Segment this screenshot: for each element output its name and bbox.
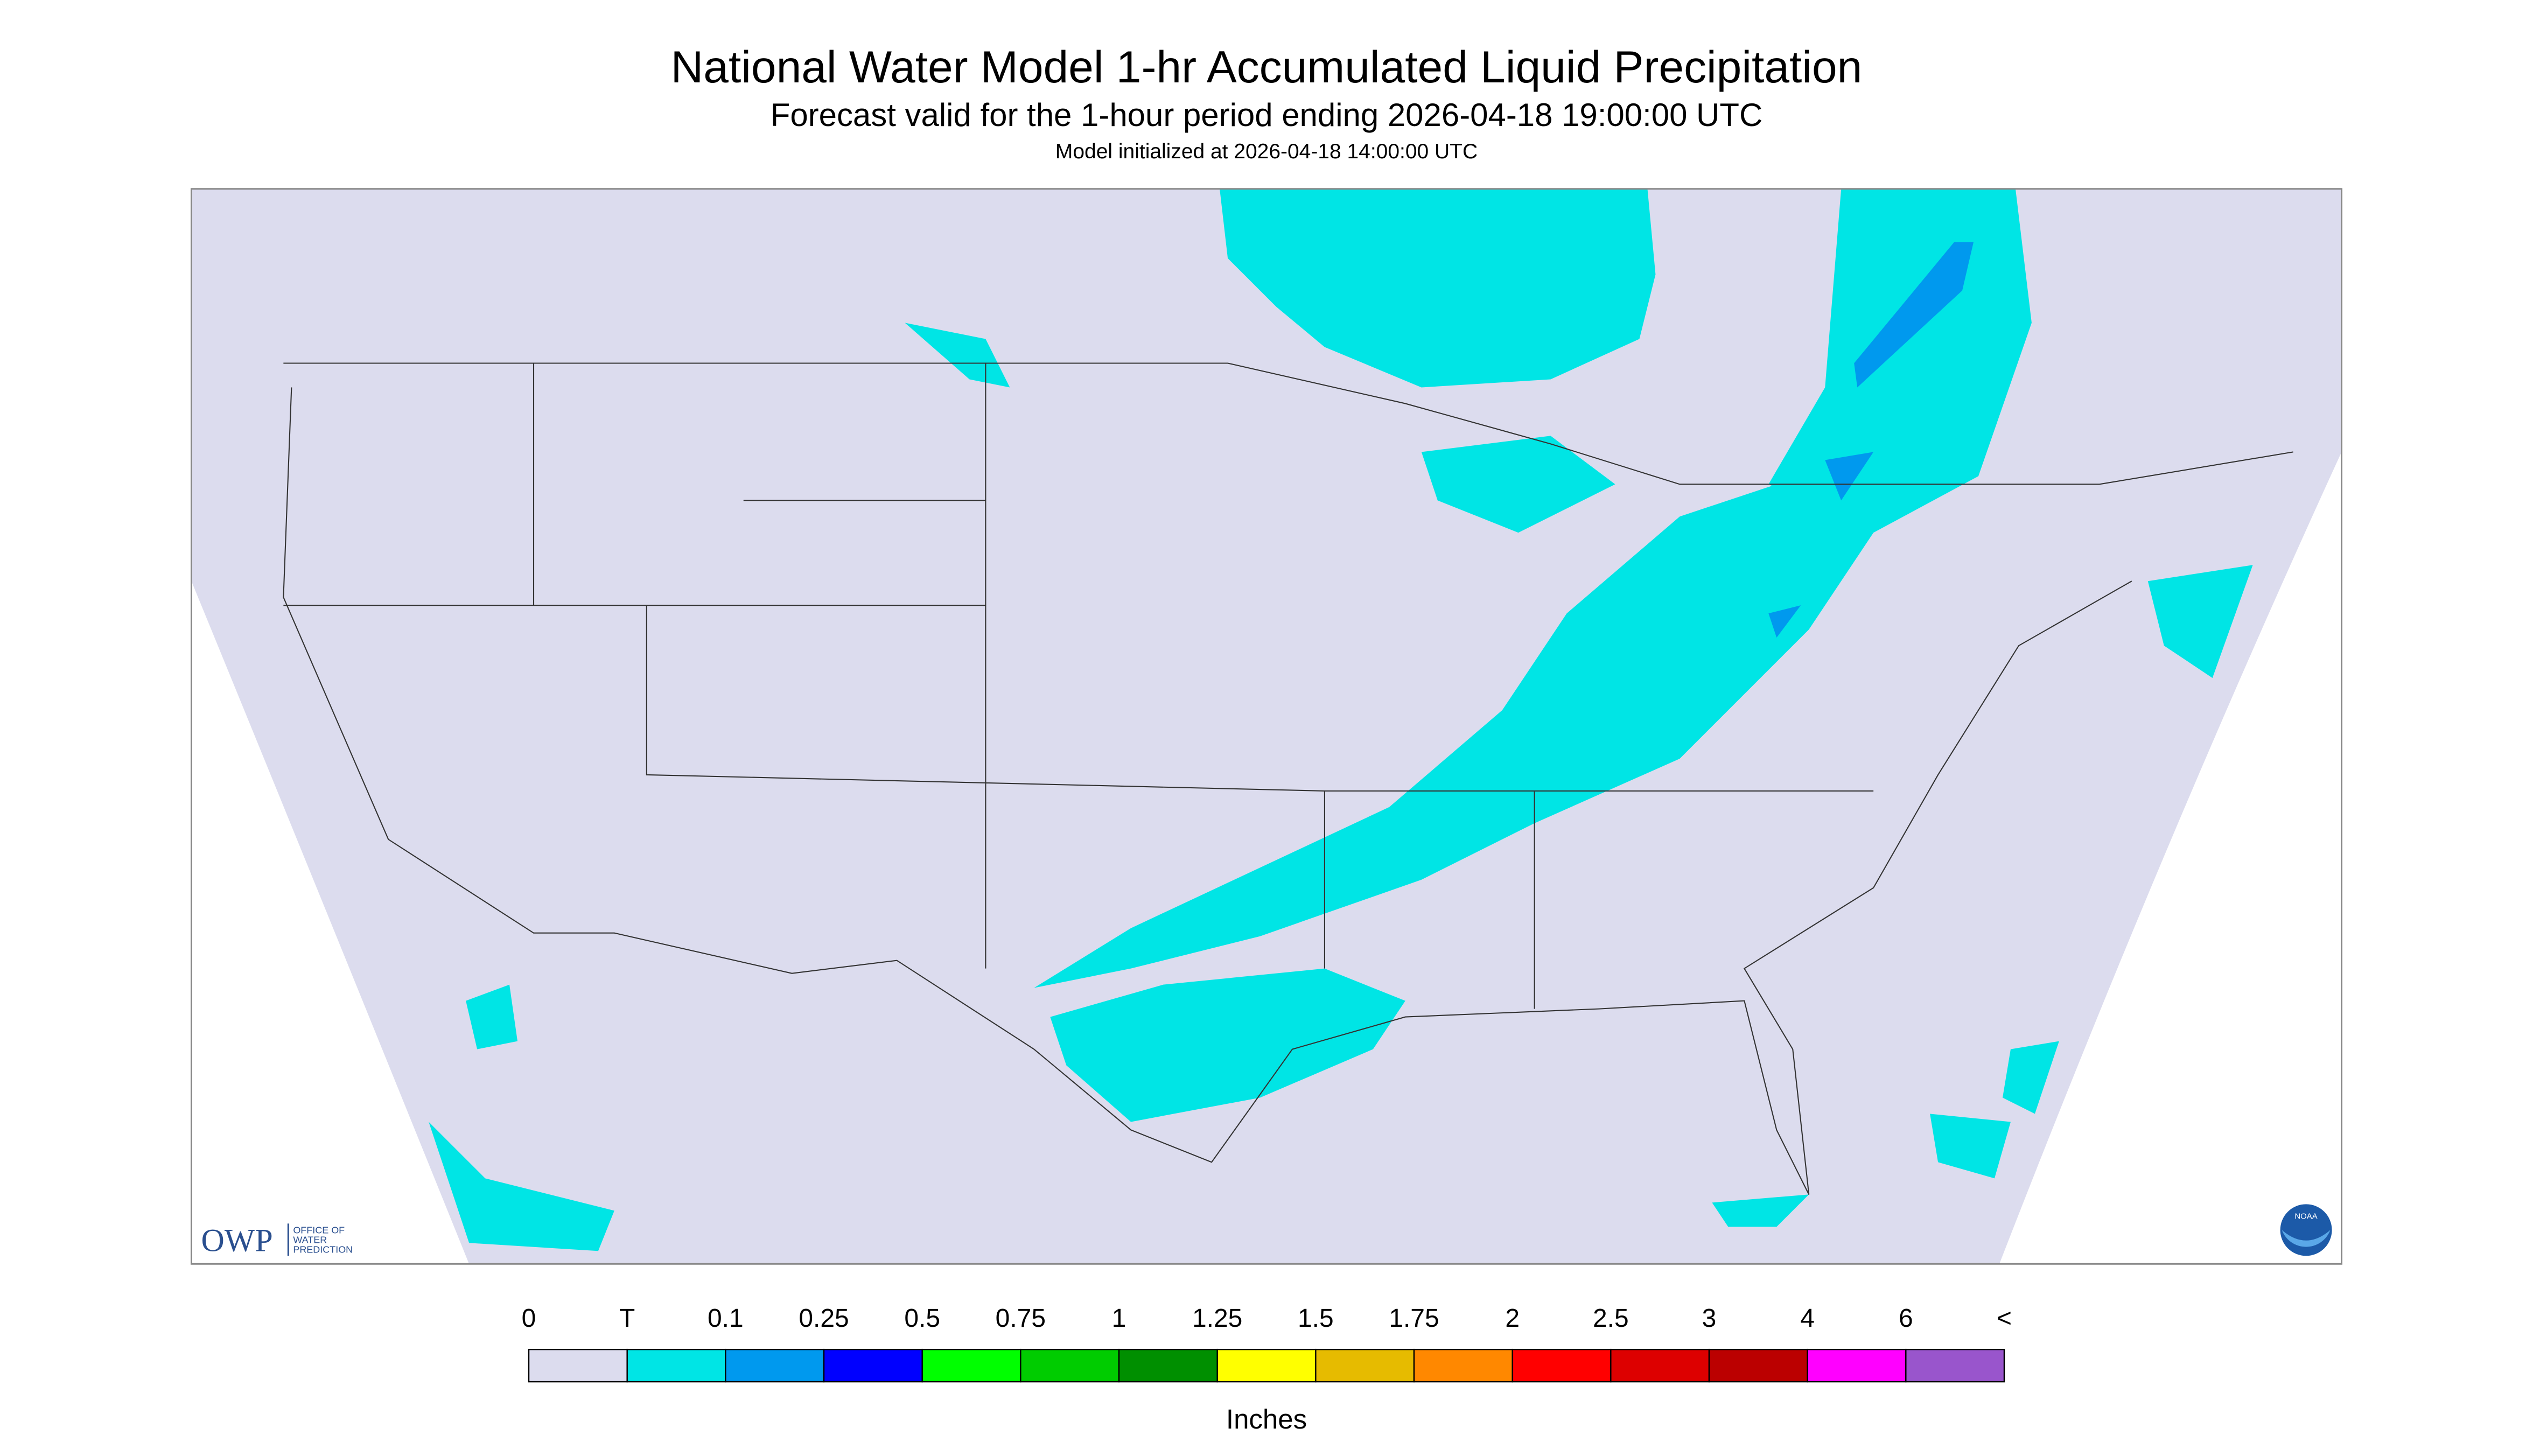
legend-label: 1.5 [1298,1304,1334,1333]
legend-label: 4 [1800,1304,1815,1333]
legend-swatch [1905,1348,2005,1383]
legend-swatch [1413,1348,1513,1383]
legend-label: 0 [522,1304,536,1333]
legend-swatch [1315,1348,1415,1383]
legend-label: 2 [1505,1304,1520,1333]
legend-swatch [823,1348,923,1383]
legend-label: < [1997,1304,2012,1333]
owp-name: WATER [293,1234,327,1245]
legend-label: 1.75 [1389,1304,1439,1333]
legend-swatch [1020,1348,1120,1383]
legend-label: 0.25 [799,1304,849,1333]
legend-swatch [725,1348,825,1383]
init-note: Model initialized at 2026-04-18 14:00:00… [1055,140,1478,163]
legend-label: 6 [1899,1304,1913,1333]
legend-swatch [1610,1348,1710,1383]
legend-swatch [528,1348,628,1383]
legend-swatch [626,1348,726,1383]
legend-swatch [1708,1348,1808,1383]
legend-swatch [1512,1348,1612,1383]
map-frame [190,188,2343,1265]
legend-label: 0.5 [904,1304,940,1333]
title: National Water Model 1-hr Accumulated Li… [671,41,1863,92]
map: OWP OFFICE OF WATER PREDICTION NOAA [190,188,2343,1265]
subtitle: Forecast valid for the 1-hour period end… [771,97,1763,133]
noaa-text: NOAA [2294,1212,2317,1221]
legend-swatch [1216,1348,1317,1383]
legend-label: 1.25 [1192,1304,1242,1333]
legend-label: 2.5 [1593,1304,1629,1333]
boundaries [283,362,2293,1195]
map-edge [1999,452,2342,1264]
legend-label: 0.75 [996,1304,1046,1333]
legend-label: T [619,1304,635,1333]
legend-label: 3 [1702,1304,1717,1333]
legend-label: 1 [1112,1304,1126,1333]
legend-swatch [1118,1348,1218,1383]
map-edge [191,581,470,1264]
legend: 0 T 0.1 0.25 0.5 0.75 1 1.25 1.5 1.75 2 2.5 3 4 6 < [522,1304,2012,1383]
owp-name: PREDICTION [293,1244,353,1255]
legend-units: Inches [1226,1404,1307,1434]
legend-label: 0.1 [708,1304,744,1333]
precip-areas [429,188,2253,1251]
owp-name: OFFICE OF [293,1224,345,1235]
legend-swatch [921,1348,1021,1383]
owp-logo: OWP [201,1222,272,1258]
legend-swatch [1807,1348,1907,1383]
noaa-logo [2282,1230,2331,1247]
precip-heavy [1768,242,1974,638]
